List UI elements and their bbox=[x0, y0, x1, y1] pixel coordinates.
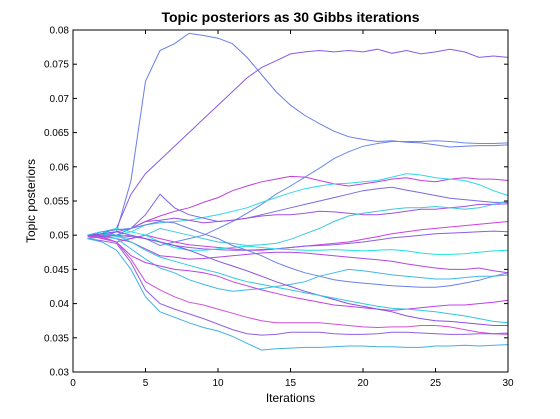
y-tick-label: 0.035 bbox=[44, 333, 69, 344]
x-tick-label: 10 bbox=[212, 378, 224, 389]
x-tick-label: 15 bbox=[285, 378, 297, 389]
series-line-16 bbox=[87, 231, 508, 326]
series-line-2 bbox=[87, 48, 509, 238]
y-tick-label: 0.045 bbox=[44, 265, 69, 276]
series-line-15 bbox=[87, 234, 509, 311]
y-tick-label: 0.07 bbox=[50, 94, 70, 105]
x-tick-label: 20 bbox=[357, 378, 369, 389]
series-line-8 bbox=[87, 200, 509, 247]
series-line-17 bbox=[87, 231, 509, 324]
series-line-14 bbox=[87, 236, 509, 292]
y-axis-label: Topic posteriors bbox=[24, 159, 38, 243]
series-line-4 bbox=[87, 175, 509, 236]
y-tick-label: 0.065 bbox=[44, 128, 69, 139]
x-tick-label: 30 bbox=[502, 378, 514, 389]
y-tick-label: 0.04 bbox=[50, 299, 70, 310]
y-tick-label: 0.075 bbox=[44, 60, 69, 71]
series-line-1 bbox=[87, 32, 509, 240]
y-tick-label: 0.03 bbox=[50, 368, 70, 379]
y-tick-label: 0.055 bbox=[44, 197, 69, 208]
series-line-5 bbox=[87, 173, 509, 240]
series-line-7 bbox=[87, 203, 509, 240]
chart-title: Topic posteriors as 30 Gibbs iterations bbox=[161, 9, 419, 25]
x-tick-label: 0 bbox=[70, 378, 76, 389]
series-line-9 bbox=[87, 221, 509, 251]
y-axis-ticks: 0.03 0.035 0.04 0.045 0.05 0.055 0.06 0.065 0.07… bbox=[44, 26, 508, 379]
x-tick-label: 25 bbox=[430, 378, 442, 389]
y-tick-label: 0.05 bbox=[50, 231, 70, 242]
series-line-18 bbox=[87, 236, 509, 335]
series-line-19 bbox=[87, 238, 509, 336]
x-axis-ticks: 0 5 10 15 20 25 30 bbox=[70, 30, 514, 389]
series-line-20 bbox=[87, 238, 509, 351]
x-tick-label: 5 bbox=[143, 378, 149, 389]
y-tick-label: 0.08 bbox=[50, 26, 70, 37]
x-axis-label: Iterations bbox=[266, 391, 315, 405]
series-line-13 bbox=[87, 220, 509, 288]
series-line-11 bbox=[87, 227, 509, 255]
series-line-6 bbox=[87, 186, 508, 236]
series-line-12 bbox=[87, 234, 509, 274]
series-line-3 bbox=[87, 140, 509, 247]
y-tick-label: 0.06 bbox=[50, 162, 70, 173]
series-layer bbox=[87, 32, 509, 351]
